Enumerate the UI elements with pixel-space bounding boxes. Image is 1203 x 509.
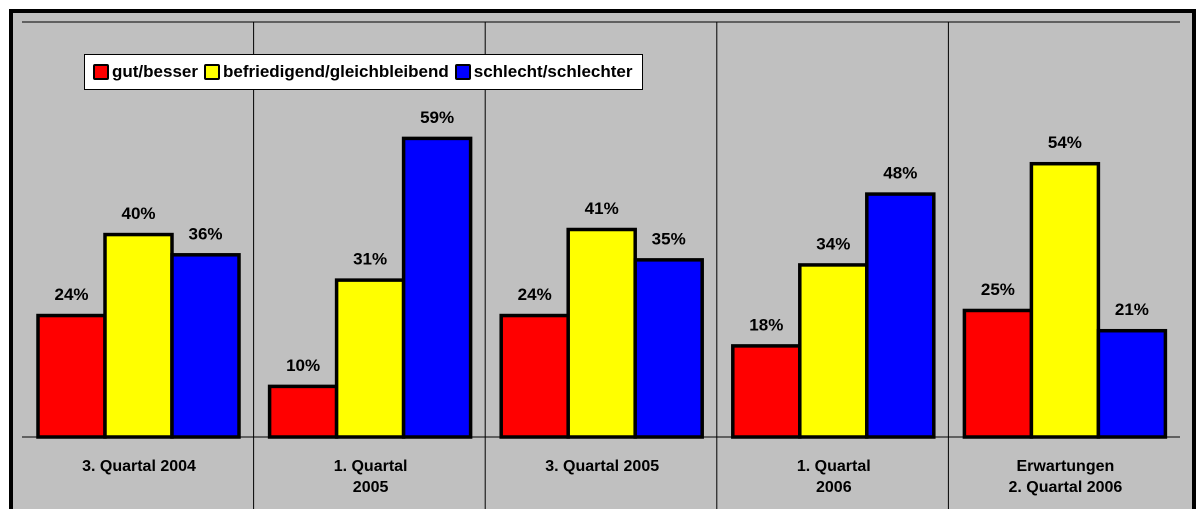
bar bbox=[798, 263, 869, 439]
legend-label: schlecht/schlechter bbox=[473, 62, 633, 81]
data-label: 48% bbox=[883, 164, 917, 183]
x-tick-label: 3. Quartal 2005 bbox=[545, 458, 660, 475]
bar bbox=[731, 344, 802, 439]
legend-item: gut/besser bbox=[93, 62, 198, 82]
bar bbox=[566, 227, 637, 439]
data-label: 21% bbox=[1115, 300, 1149, 319]
legend-item: schlecht/schlechter bbox=[454, 62, 633, 82]
data-label: 54% bbox=[1048, 133, 1082, 152]
x-tick-label: 1. Quartal 2005 bbox=[333, 458, 408, 496]
data-label: 31% bbox=[353, 250, 387, 269]
bar bbox=[499, 313, 570, 439]
bar bbox=[267, 384, 339, 439]
data-label: 10% bbox=[286, 356, 320, 375]
bar bbox=[1029, 161, 1101, 439]
bar bbox=[170, 253, 241, 439]
bar bbox=[1096, 328, 1168, 439]
data-label: 34% bbox=[816, 234, 850, 253]
legend-item: befriedigend/gleichbleibend bbox=[203, 62, 449, 82]
data-label: 25% bbox=[981, 280, 1015, 299]
data-label: 24% bbox=[518, 285, 552, 304]
bar bbox=[633, 258, 704, 439]
bar bbox=[401, 136, 473, 439]
legend-swatch bbox=[93, 64, 109, 80]
data-label: 18% bbox=[749, 315, 783, 334]
bar bbox=[865, 192, 936, 439]
x-tick-label: 1. Quartal 2006 bbox=[796, 458, 871, 496]
bar bbox=[36, 313, 107, 439]
bar bbox=[334, 278, 406, 439]
legend-label: gut/besser bbox=[112, 62, 198, 81]
bar bbox=[103, 232, 174, 439]
data-label: 36% bbox=[188, 224, 222, 243]
legend: gut/besser befriedigend/gleichbleibend sch… bbox=[84, 54, 644, 90]
x-tick-label: Erwartungen 2. Quartal 2006 bbox=[1008, 458, 1123, 496]
bar bbox=[962, 308, 1034, 439]
data-label: 59% bbox=[420, 108, 454, 127]
legend-swatch bbox=[203, 64, 220, 80]
data-label: 40% bbox=[121, 204, 155, 223]
data-label: 24% bbox=[54, 285, 88, 304]
x-tick-label: 3. Quartal 2004 bbox=[82, 458, 196, 475]
legend-label: befriedigend/gleichbleibend bbox=[222, 62, 449, 81]
legend-swatch bbox=[454, 64, 471, 80]
data-label: 41% bbox=[585, 199, 619, 218]
data-label: 35% bbox=[652, 229, 686, 248]
